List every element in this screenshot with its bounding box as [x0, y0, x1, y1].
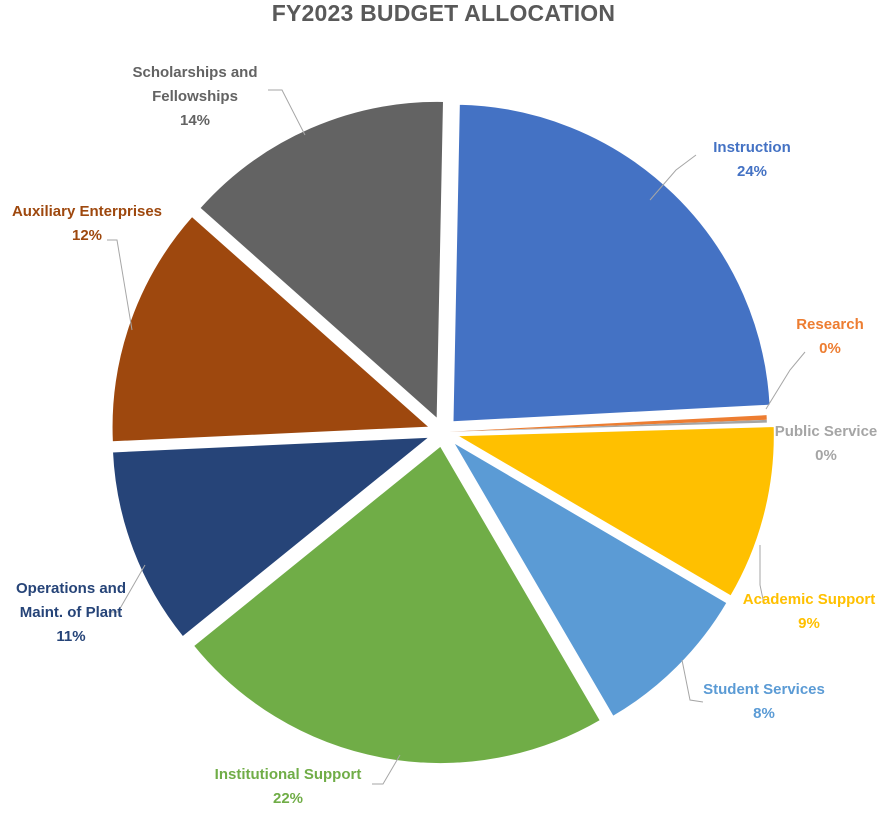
- data-label-percent: 11%: [56, 628, 85, 645]
- pie-slice-academic-support: [453, 425, 776, 598]
- leader-line: [107, 239, 133, 331]
- data-label-percent: 9%: [798, 615, 820, 632]
- data-label-name: Scholarships and Fellowships: [132, 64, 257, 105]
- data-label-percent: 14%: [180, 112, 210, 129]
- pie-slice-operations-and-maint-of-plant: [111, 436, 433, 639]
- data-label-name: Public Service: [775, 423, 878, 440]
- chart-title: FY2023 BUDGET ALLOCATION: [271, 0, 616, 26]
- pie-slice-institutional-support: [192, 444, 602, 765]
- leader-line: [372, 754, 401, 785]
- data-label-name: Student Services: [703, 681, 825, 698]
- pie-slice-research: [448, 415, 767, 432]
- leader-line: [108, 564, 146, 613]
- data-label-name: Research: [796, 316, 864, 333]
- leader-line: [681, 659, 704, 703]
- data-label-percent: 0%: [819, 340, 841, 357]
- pie-slice-student-services: [450, 439, 729, 718]
- data-label-percent: 0%: [815, 447, 837, 464]
- leader-line: [765, 351, 806, 410]
- pie-slice-scholarships-and-fellowships: [198, 100, 445, 421]
- data-label-name: Institutional Support: [215, 766, 362, 783]
- data-label-percent: 22%: [273, 790, 303, 807]
- data-label-percent: 12%: [72, 227, 102, 244]
- pie-slice-instruction: [451, 103, 772, 423]
- data-label-name: Instruction: [713, 139, 791, 156]
- data-label-name: Academic Support: [743, 591, 876, 608]
- data-label-name: Auxiliary Enterprises: [12, 203, 162, 220]
- data-label-percent: 24%: [737, 163, 767, 180]
- data-label-name: Operations and Maint. of Plant: [16, 580, 126, 621]
- leader-line: [268, 89, 306, 136]
- data-label-percent: 8%: [753, 705, 775, 722]
- leader-line: [759, 545, 765, 605]
- leader-line: [649, 154, 697, 201]
- pie-slice-public-service: [448, 419, 767, 432]
